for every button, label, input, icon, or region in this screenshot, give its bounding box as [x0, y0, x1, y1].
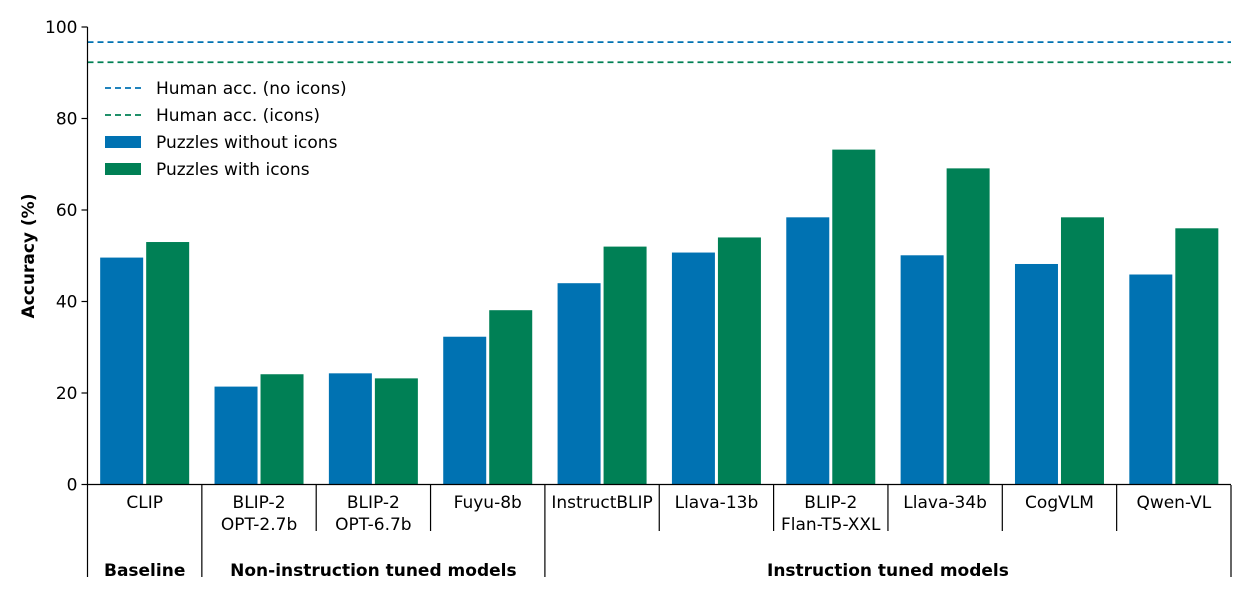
bar — [443, 336, 487, 485]
x-tick-label: Flan-T5-XXL — [781, 515, 881, 535]
bar — [900, 255, 944, 485]
bar — [214, 386, 258, 485]
group-label: Instruction tuned models — [767, 561, 1009, 581]
y-tick-label: 40 — [56, 293, 78, 313]
x-tick-label: CogVLM — [1025, 493, 1094, 513]
legend-label: Human acc. (icons) — [156, 106, 320, 126]
bars — [100, 149, 1219, 485]
bar — [1060, 217, 1104, 485]
x-tick-label: Llava-34b — [903, 493, 987, 513]
legend-label: Puzzles without icons — [156, 133, 338, 153]
bar — [1175, 228, 1219, 485]
group-label: Baseline — [104, 561, 185, 581]
y-tick-label: 0 — [67, 476, 78, 496]
y-ticks: 0 20 40 60 80 100 — [45, 18, 88, 496]
bar — [717, 237, 761, 485]
group-label: Non-instruction tuned models — [230, 561, 516, 581]
bar — [832, 149, 876, 485]
axes — [86, 27, 1231, 486]
bar — [1014, 263, 1058, 485]
y-tick-label: 100 — [45, 18, 77, 38]
bar — [146, 242, 190, 485]
bar — [1129, 274, 1173, 485]
bar — [100, 257, 144, 485]
bar — [603, 246, 647, 485]
bar — [374, 378, 418, 485]
bar — [328, 373, 372, 485]
legend-swatch-bar — [105, 136, 141, 148]
bar — [557, 283, 601, 485]
legend: Human acc. (no icons) Human acc. (icons) P… — [105, 79, 347, 180]
x-tick-label: BLIP-2 — [804, 493, 857, 513]
x-tick-label: BLIP-2 — [347, 493, 400, 513]
legend-label: Human acc. (no icons) — [156, 79, 347, 99]
x-tick-label: BLIP-2 — [233, 493, 286, 513]
x-tick-label: OPT-6.7b — [335, 515, 411, 535]
legend-swatch-bar — [105, 163, 141, 175]
bar — [786, 217, 830, 485]
x-tick-label: OPT-2.7b — [221, 515, 297, 535]
x-tick-label: Llava-13b — [675, 493, 759, 513]
x-tick-label: InstructBLIP — [551, 493, 653, 513]
group-labels: Baseline Non-instruction tuned models Inst… — [104, 561, 1009, 581]
bar — [489, 310, 533, 485]
x-tick-label: Fuyu-8b — [454, 493, 522, 513]
y-tick-label: 20 — [56, 384, 78, 404]
legend-label: Puzzles with icons — [156, 160, 310, 180]
bar — [946, 168, 990, 485]
bar — [671, 252, 715, 485]
x-tick-label: Qwen-VL — [1136, 493, 1211, 513]
y-tick-label: 60 — [56, 201, 78, 221]
y-tick-label: 80 — [56, 110, 78, 130]
y-axis-label: Accuracy (%) — [19, 194, 39, 319]
bar — [260, 374, 304, 485]
x-tick-label: CLIP — [126, 493, 163, 513]
reference-lines — [87, 41, 1231, 64]
